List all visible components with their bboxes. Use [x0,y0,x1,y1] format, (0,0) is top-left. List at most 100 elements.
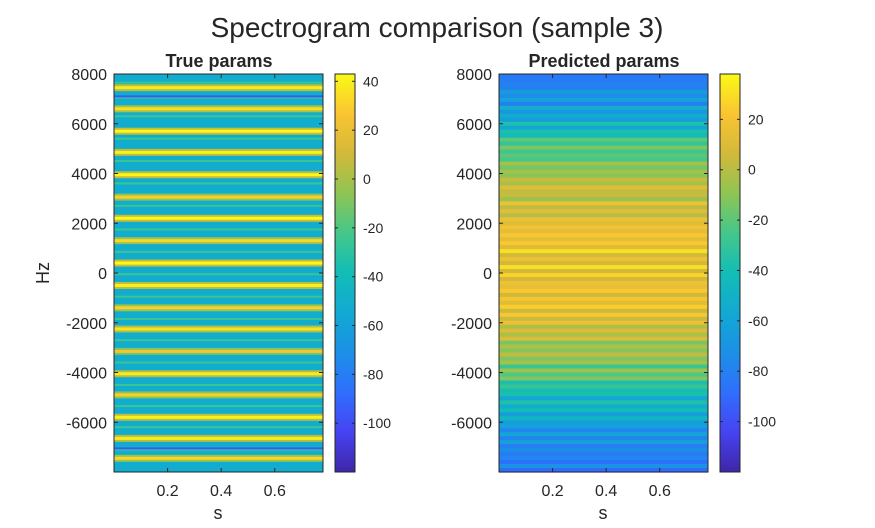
predicted-params-row [499,81,708,87]
true-params-weak-line [114,295,323,298]
true-params-weak-line [114,318,323,321]
predicted-params-row [499,428,708,433]
true-params-colorbar-tick-label: -20 [363,220,383,236]
predicted-params-row [499,77,708,83]
predicted-params-row [499,404,708,409]
predicted-params-row [499,237,708,242]
predicted-params-row [499,468,708,473]
predicted-params-row [499,74,708,79]
predicted-params-x-ticks: 0.2 0.4 0.6 [541,74,671,500]
predicted-params-row [499,368,708,374]
true-params-weak-line [114,339,323,342]
predicted-params-y-tick-label: 4000 [456,167,492,184]
true-params-x-tick-label: 0.4 [210,483,232,500]
predicted-params-row [499,137,708,143]
predicted-params-row [499,380,708,386]
predicted-params-row [499,364,708,370]
true-params-weak-line [114,182,323,185]
predicted-params-row [499,209,708,214]
predicted-params-row [499,93,708,99]
true-params-harmonic-line [114,349,323,353]
true-params-xlabel: s [214,503,223,523]
predicted-params-row [499,225,708,230]
predicted-params-row [499,165,708,171]
predicted-params-row [499,161,708,167]
predicted-params-row [499,109,708,115]
predicted-params-row [499,392,708,397]
true-params-weak-line [114,405,323,408]
true-params-weak-line [114,137,323,140]
predicted-params-row [499,324,708,330]
true-params-harmonic-line [114,129,323,133]
predicted-params-colorbar-tick-label: -20 [748,212,768,228]
true-params-harmonic-line [114,239,323,243]
true-params-colorbar-ticks: 40 20 0 -20 -40 -60 -80 -100 [335,73,391,431]
true-params-harmonic-line [114,173,323,177]
predicted-params-row [499,177,708,183]
true-params-heatmap [114,74,323,472]
predicted-params-row [499,348,708,354]
true-params-weak-line [114,96,323,99]
predicted-params-colorbar-tick-label: -60 [748,313,768,329]
predicted-params-title: Predicted params [528,51,679,71]
true-params-colorbar-tick-label: 40 [363,73,379,89]
predicted-params-y-tick-label: 8000 [456,67,492,84]
predicted-params-row [499,105,708,111]
predicted-params-row [499,173,708,179]
predicted-params-row [499,376,708,382]
true-params-y-tick-label: 0 [98,266,107,283]
predicted-params-colorbar-tick-label: -100 [748,414,776,430]
predicted-params-row [499,384,708,390]
predicted-params-row [499,432,708,437]
true-params-colorbar-tick-label: 20 [363,122,379,138]
predicted-params-y-tick-label: 2000 [456,216,492,233]
predicted-params-y-tick-label: -2000 [451,316,492,333]
predicted-params-row [499,145,708,151]
predicted-params-row [499,308,708,314]
true-params-harmonic-line [114,86,323,90]
true-params-y-tick-label: 8000 [71,67,107,84]
true-params-harmonic-line [114,195,323,199]
predicted-params-colorbar-tick-label: -40 [748,262,768,278]
true-params-harmonic-line [114,261,323,265]
predicted-params-row [499,400,708,405]
predicted-params-row [499,460,708,465]
predicted-params-heatmap [499,74,708,473]
true-params-dark-row [114,447,323,450]
predicted-params-row [499,352,708,358]
true-params-y-tick-label: 6000 [71,117,107,134]
true-params-colorbar-tick-label: -40 [363,269,383,285]
true-params-x-tick-label: 0.2 [156,483,178,500]
predicted-params-row [499,456,708,461]
true-params-weak-line [114,204,323,207]
predicted-params-row [499,372,708,378]
true-params-dark-row [114,95,323,98]
predicted-params-xlabel: s [599,503,608,523]
figure-title: Spectrogram comparison (sample 3) [211,12,664,43]
predicted-params-row [499,185,708,191]
predicted-params-row [499,241,708,246]
true-params-x-tick-label: 0.6 [264,483,286,500]
predicted-params-row [499,280,708,286]
predicted-params-row [499,213,708,218]
predicted-params-colorbar-ticks: 20 0 -20 -40 -60 -80 -100 [720,111,776,430]
predicted-params-row [499,97,708,103]
predicted-params-row [499,296,708,302]
predicted-params-x-tick-label: 0.2 [541,483,563,500]
predicted-params-row [499,340,708,346]
predicted-params-row [499,436,708,441]
predicted-params-row [499,153,708,159]
predicted-params-row [499,416,708,421]
predicted-params-row [499,408,708,413]
true-params-weak-line [114,160,323,163]
predicted-params-row [499,141,708,147]
predicted-params-row [499,336,708,342]
predicted-params-row [499,129,708,135]
predicted-params-panel: Predicted params 8000 6000 4000 2000 0 -2000 -… [451,51,776,523]
predicted-params-row [499,113,708,119]
true-params-harmonic-line [114,372,323,376]
predicted-params-row [499,221,708,226]
true-params-weak-line [114,448,323,451]
predicted-params-row [499,396,708,401]
predicted-params-row [499,312,708,318]
